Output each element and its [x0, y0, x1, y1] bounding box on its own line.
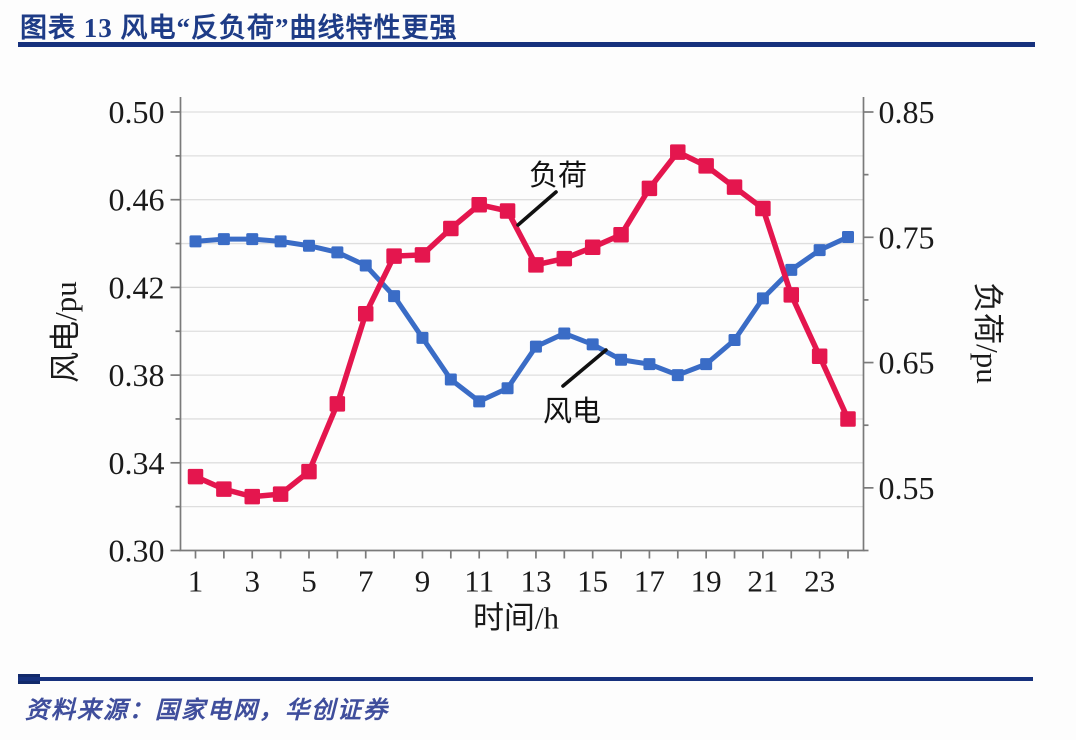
load-series-marker	[499, 203, 516, 219]
load-series-marker	[443, 220, 459, 237]
wind-series-marker	[842, 230, 855, 243]
right-axis-title: 负荷/pu	[970, 282, 1005, 384]
wind-series-marker	[217, 233, 230, 246]
figure-title: 图表 13 风电“反负荷”曲线特性更强	[20, 13, 458, 43]
load-series-marker	[556, 250, 573, 267]
load-series-marker	[357, 305, 374, 322]
x-axis-tick-label: 7	[358, 564, 374, 599]
left-axis-tick-label: 0.46	[109, 182, 165, 218]
wind-series-marker	[473, 395, 486, 408]
title-underline-rule	[18, 42, 1035, 47]
left-axis-tick-label: 0.34	[109, 445, 165, 481]
right-axis-tick-label: 0.65	[879, 345, 935, 381]
wind-series-marker	[529, 340, 542, 353]
wind-series-marker	[615, 353, 628, 366]
x-axis-tick-label: 5	[301, 564, 317, 599]
load-series-marker	[726, 179, 743, 195]
x-axis-tick-label: 1	[188, 564, 204, 599]
x-axis-title: 时间/h	[473, 601, 560, 636]
wind-series-marker	[359, 259, 372, 272]
x-axis-tick-label: 17	[634, 564, 665, 599]
wind-series	[189, 230, 855, 408]
wind-series-marker	[671, 369, 684, 382]
right-axis-tick-label: 0.55	[879, 470, 935, 506]
left-axis-tick-label: 0.30	[109, 533, 165, 569]
wind-series-marker	[501, 382, 514, 395]
annotation-leader-wind-series	[561, 348, 608, 388]
load-series-marker	[471, 196, 487, 213]
load-series-marker	[301, 463, 317, 480]
load-series-marker	[670, 144, 686, 160]
left-axis-tick-label: 0.38	[109, 357, 165, 393]
wind-series-marker	[700, 358, 713, 371]
wind-series-marker	[643, 358, 656, 371]
load-series-marker	[783, 287, 800, 303]
x-axis-tick-label: 3	[244, 564, 260, 599]
wind-series-marker	[246, 233, 259, 246]
wind-series-marker	[444, 373, 457, 386]
load-series-marker	[528, 257, 544, 273]
load-series-marker	[698, 158, 714, 174]
source-attribution: 资料来源：国家电网，华创证券	[25, 698, 389, 724]
wind-series-marker	[785, 263, 798, 276]
load-series-marker	[755, 200, 771, 217]
load-series-marker	[187, 468, 204, 485]
load-series-marker	[216, 481, 232, 497]
footer-rule	[18, 677, 1033, 681]
right-axis-tick-label: 0.85	[879, 94, 935, 130]
load-series	[187, 144, 856, 505]
load-series-marker	[329, 396, 346, 412]
load-series-line	[192, 149, 851, 500]
x-axis-tick-label: 21	[747, 564, 778, 599]
load-series-marker	[641, 180, 658, 197]
annotation-leader-load-series	[516, 190, 558, 227]
load-series-marker	[840, 411, 856, 427]
x-axis-tick-label: 15	[577, 564, 608, 599]
left-axis-tick-label: 0.50	[109, 94, 165, 130]
wind-series-marker	[756, 292, 769, 305]
right-axis-tick-label: 0.75	[879, 219, 935, 255]
x-axis-tick-label: 11	[464, 564, 494, 599]
wind-series-marker	[274, 235, 287, 248]
wind-series-marker	[331, 246, 344, 259]
wind-series-marker	[586, 338, 599, 351]
wind-series-marker	[189, 235, 202, 248]
load-series-marker	[272, 486, 289, 502]
x-axis-tick-label: 23	[804, 564, 835, 599]
wind-series-line	[193, 234, 851, 404]
wind-series-marker	[558, 327, 571, 340]
wind-series-marker	[813, 244, 826, 257]
wind-series-marker	[416, 331, 429, 344]
load-series-marker	[613, 227, 629, 243]
x-axis-tick-label: 19	[691, 564, 722, 599]
load-series-marker	[811, 348, 828, 365]
x-axis-tick-label: 9	[415, 564, 431, 599]
load-series-marker	[584, 239, 601, 256]
annotation-label-load-series: 负荷	[529, 159, 587, 192]
load-series-marker	[414, 247, 431, 263]
wind-series-marker	[728, 334, 741, 347]
left-axis-title: 风电/pu	[48, 281, 83, 383]
x-axis-tick-label: 13	[520, 564, 551, 599]
wind-series-marker	[388, 290, 401, 303]
load-series-marker	[244, 488, 260, 505]
left-axis-tick-label: 0.42	[109, 269, 165, 305]
wind-series-marker	[302, 239, 315, 252]
load-series-marker	[386, 248, 402, 264]
annotation-label-wind-series: 风电	[543, 395, 601, 428]
